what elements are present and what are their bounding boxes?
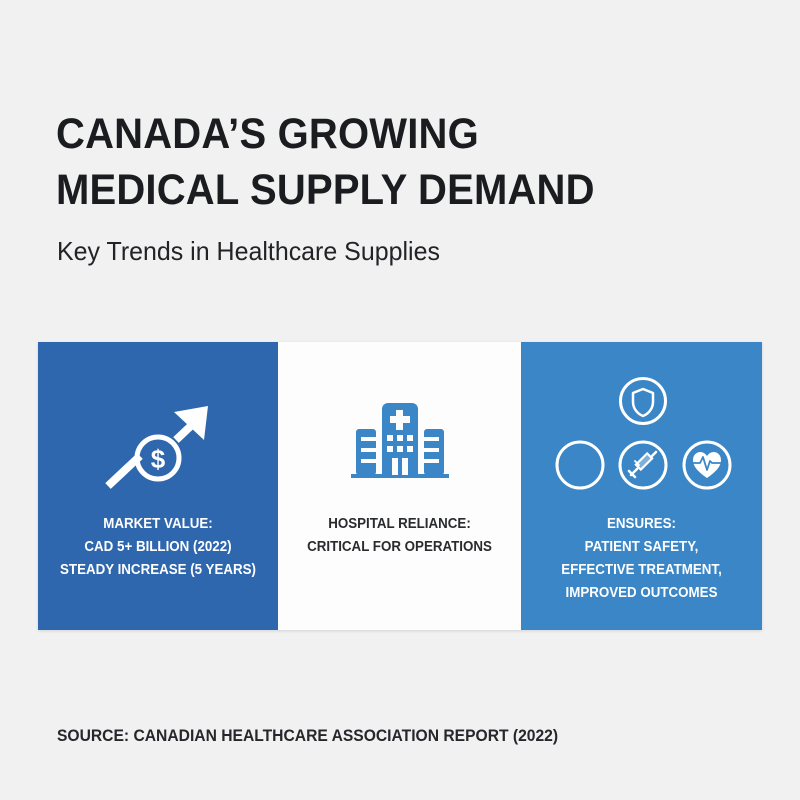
ensures-item-patient-safety: PATIENT SAFETY, — [584, 539, 699, 555]
hospital-reliance-label: HOSPITAL RELIANCE: — [328, 516, 471, 532]
shield-icon — [631, 387, 655, 418]
hospital-reliance-detail: CRITICAL FOR OPERATIONS — [307, 539, 492, 555]
panel-hospital-reliance: HOSPITAL RELIANCE: CRITICAL FOR OPERATIO… — [278, 342, 521, 630]
ensures-text: ENSURES: PATIENT SAFETY, EFFECTIVE TREAT… — [531, 513, 753, 605]
hospital-building-icon — [351, 403, 449, 478]
empty-circle-icon — [557, 442, 603, 488]
heart-pulse-icon — [691, 452, 723, 478]
page-subtitle: Key Trends in Healthcare Supplies — [57, 236, 440, 266]
dollar-growth-arrow-icon: $ — [105, 406, 208, 489]
panel-ensures: ENSURES: PATIENT SAFETY, EFFECTIVE TREAT… — [521, 342, 762, 630]
title-line-1: CANADA’S GROWING — [56, 110, 479, 158]
market-value-trend: STEADY INCREASE (5 YEARS) — [60, 562, 256, 578]
page-title: CANADA’S GROWING MEDICAL SUPPLY DEMAND — [56, 106, 595, 218]
care-icons-group — [555, 377, 732, 490]
syringe-icon — [627, 450, 658, 479]
info-panels: $ MARKET VALUE: CAD 5+ BILLION (2022) ST… — [38, 342, 762, 630]
market-value-label: MARKET VALUE: — [103, 516, 213, 532]
title-line-2: MEDICAL SUPPLY DEMAND — [56, 166, 595, 214]
market-value-text: MARKET VALUE: CAD 5+ BILLION (2022) STEA… — [48, 513, 269, 582]
panel-market-value: $ MARKET VALUE: CAD 5+ BILLION (2022) ST… — [38, 342, 278, 630]
hospital-reliance-text: HOSPITAL RELIANCE: CRITICAL FOR OPERATIO… — [288, 513, 512, 559]
source-citation: SOURCE: CANADIAN HEALTHCARE ASSOCIATION … — [57, 726, 559, 745]
ensures-item-improved-outcomes: IMPROVED OUTCOMES — [565, 585, 718, 601]
ensures-item-effective-treatment: EFFECTIVE TREATMENT, — [561, 562, 722, 578]
market-value-amount: CAD 5+ BILLION (2022) — [84, 539, 232, 555]
svg-text:$: $ — [151, 444, 166, 474]
ensures-label: ENSURES: — [607, 516, 676, 532]
